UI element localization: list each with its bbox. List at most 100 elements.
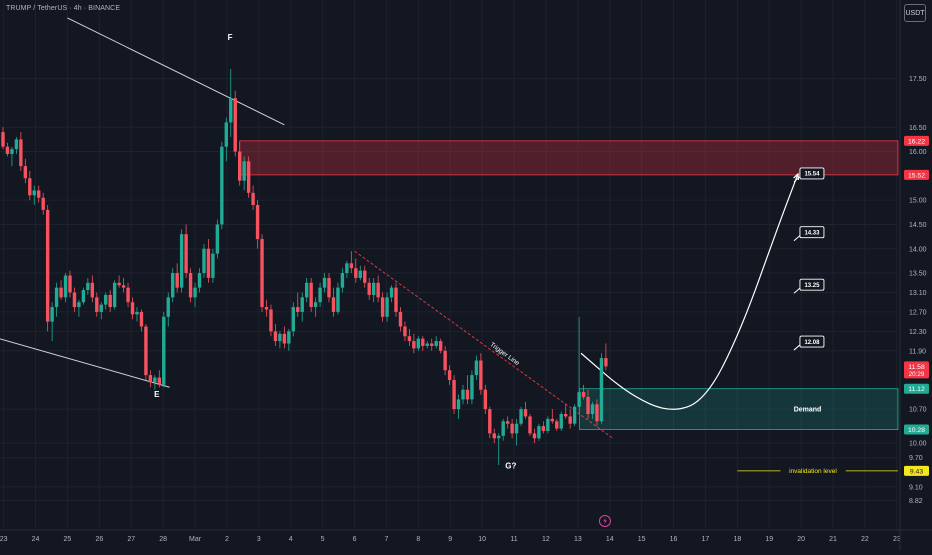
candle-body [376,282,380,298]
candle-body [340,273,345,288]
currency-button[interactable]: USDT [904,4,926,22]
candle-down [188,268,193,303]
candle-body [470,375,474,400]
candle-up [10,146,14,167]
candle-body [23,166,28,179]
candle-up [202,243,206,278]
candle-body [358,270,362,278]
channel-line [67,17,285,126]
price-badge: 15.52 [904,169,929,180]
price-badge-label: 16.22 [908,138,925,145]
candle-body [318,287,322,303]
candle-body [166,297,170,317]
trigger-line [354,250,614,439]
candle-body [327,277,331,298]
candle-down [121,277,126,293]
event-marker-icon[interactable] [598,515,611,527]
candle-body [523,409,528,417]
target-callout[interactable]: 14.33 [793,226,825,242]
demand-zone [579,388,899,430]
x-tick-label: 4 [289,536,293,543]
candle-body [10,149,14,154]
x-tick-label: 17 [702,536,710,543]
target-callout[interactable]: 15.54 [793,167,825,183]
y-tick-label: 14.00 [909,246,927,253]
candle-body [296,307,300,312]
candle-body [421,338,425,346]
candle-body [416,338,421,349]
target-callout[interactable]: 13.25 [793,278,825,294]
price-badge-bg [904,383,929,394]
candle-down [376,275,380,303]
target-box [799,226,825,239]
candle-body [148,375,153,383]
candle-body [153,377,157,383]
candle-up [166,292,170,327]
x-tick-label: 18 [733,536,741,543]
candle-body [237,151,242,181]
candle-body [398,311,403,327]
candle-down [206,239,211,283]
candle-body [599,358,604,422]
candle-down [260,234,264,312]
candle-down [255,200,260,249]
candle-up [590,401,595,419]
candle-up [300,292,304,322]
candle-up [371,277,376,303]
candle-body [532,433,537,439]
candle-body [202,248,206,274]
candle-up [425,341,429,349]
candle-body [479,360,483,390]
candle-down [354,258,358,283]
target-callout[interactable]: 12.08 [793,335,825,351]
candle-body [537,426,541,439]
candle-down [139,309,144,332]
lightning-icon [603,517,607,525]
candle-down [1,127,5,150]
candle-body [577,392,581,407]
candle-body [269,309,273,332]
candle-body [139,311,144,327]
channel-line [0,338,170,388]
candle-body [126,287,130,303]
candle-up [229,68,233,137]
candle-down [568,409,572,429]
price-badge: 11.12 [904,383,929,394]
candle-body [72,292,77,308]
candle-down [117,275,121,288]
y-tick-label: 12.70 [909,309,927,316]
candle-down [595,399,599,427]
candle-up [54,282,59,317]
symbol-title: TRUMP / TetherUS · 4h · BINANCE [6,5,121,12]
candle-up [32,185,36,206]
candle-down [246,156,251,198]
candle-body [546,418,550,432]
wave-label: G? [505,461,516,470]
candle-up [470,370,474,405]
candle-body [246,161,251,193]
candle-body [568,416,572,424]
candle-down [447,365,452,385]
candle-body [497,435,501,439]
candle-body [492,433,496,439]
candle-down [532,428,537,444]
y-tick-label: 9.70 [909,455,923,462]
candle-body [581,392,586,397]
candle-up [220,141,224,230]
candle-body [68,275,72,293]
candle-body [63,275,68,298]
invalidation-label: invalidation level [789,468,837,475]
target-box [799,167,825,180]
candle-body [443,350,447,371]
candle-body [345,263,349,274]
candle-down [581,384,586,400]
candle-body [354,268,358,278]
candle-body [452,379,456,410]
y-tick-label: 13.10 [909,290,927,297]
candle-down [465,375,470,405]
candle-down [130,297,135,320]
